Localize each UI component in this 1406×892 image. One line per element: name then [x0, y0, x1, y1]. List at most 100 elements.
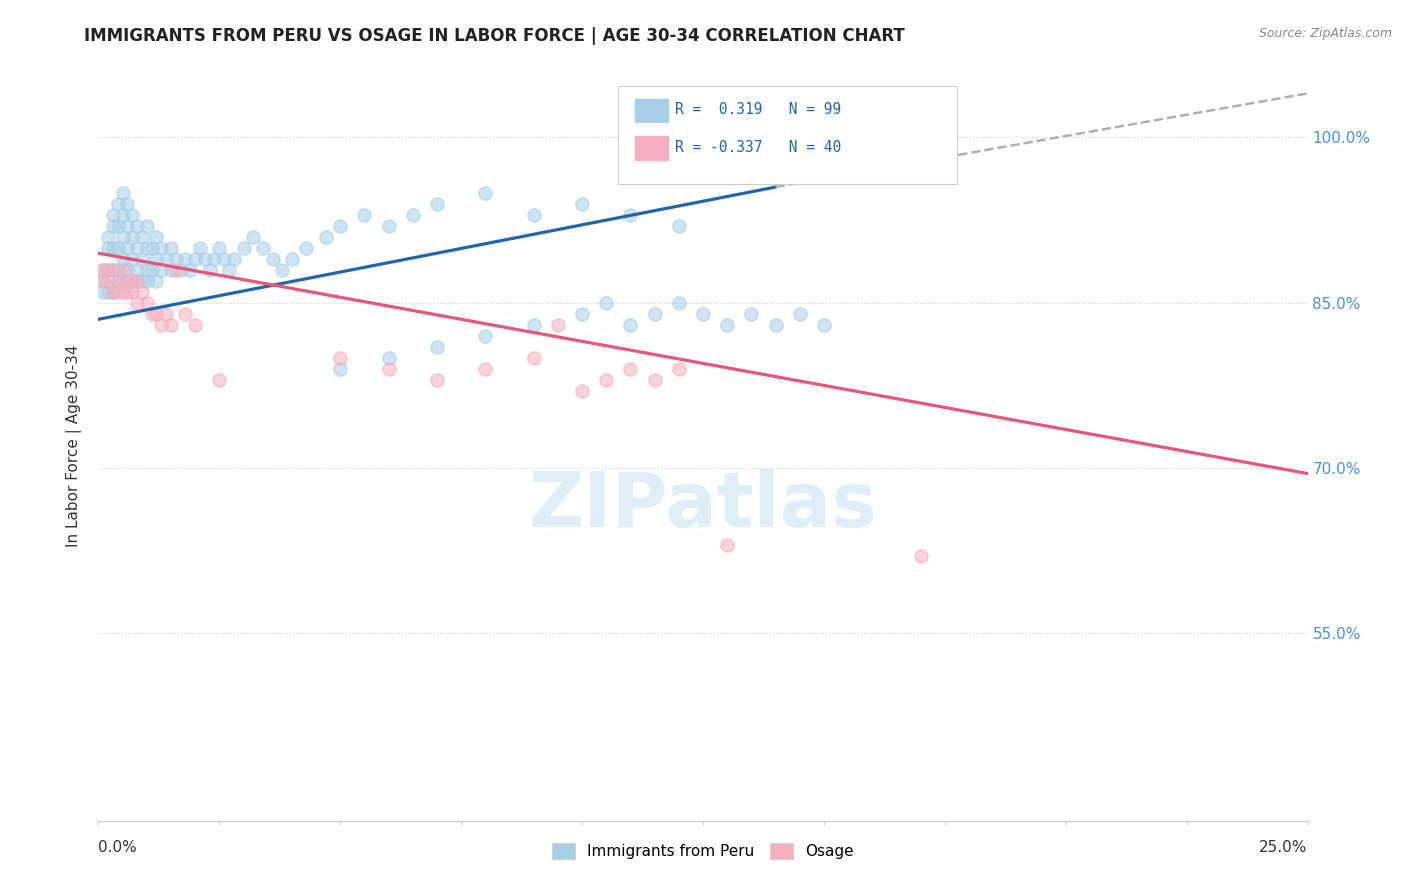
Point: [135, 262, 157, 277]
Text: 0.0%: 0.0%: [98, 840, 138, 855]
Point: [135, 241, 157, 255]
Point: [141, 307, 163, 321]
Point: [117, 274, 139, 288]
Point: [107, 262, 129, 277]
Point: [107, 241, 129, 255]
Point: [127, 241, 149, 255]
Point: [150, 241, 173, 255]
Point: [107, 196, 129, 211]
Point: [101, 219, 124, 233]
Point: [121, 285, 143, 299]
Point: [111, 274, 134, 288]
Point: [117, 219, 139, 233]
Point: [127, 274, 149, 288]
Point: [198, 262, 221, 277]
Point: [644, 307, 666, 321]
Point: [91, 274, 114, 288]
Point: [571, 196, 593, 211]
Point: [127, 219, 149, 233]
Point: [117, 274, 139, 288]
Text: IMMIGRANTS FROM PERU VS OSAGE IN LABOR FORCE | AGE 30-34 CORRELATION CHART: IMMIGRANTS FROM PERU VS OSAGE IN LABOR F…: [84, 27, 905, 45]
Point: [619, 362, 641, 376]
Point: [668, 219, 690, 233]
Point: [281, 252, 304, 266]
Point: [121, 208, 143, 222]
Point: [262, 252, 284, 266]
Point: [101, 285, 124, 299]
Point: [523, 318, 546, 332]
Point: [131, 252, 153, 266]
Point: [644, 373, 666, 387]
Text: Source: ZipAtlas.com: Source: ZipAtlas.com: [1258, 27, 1392, 40]
Point: [377, 219, 399, 233]
Point: [212, 252, 235, 266]
Point: [91, 262, 114, 277]
Point: [121, 252, 143, 266]
Point: [377, 351, 399, 365]
Point: [150, 262, 173, 277]
Point: [117, 262, 139, 277]
FancyBboxPatch shape: [619, 87, 957, 184]
Point: [160, 318, 183, 332]
Point: [121, 274, 143, 288]
Point: [155, 307, 177, 321]
Point: [131, 229, 153, 244]
Point: [204, 252, 226, 266]
Point: [97, 241, 120, 255]
Point: [523, 208, 546, 222]
Point: [101, 208, 124, 222]
Point: [595, 373, 617, 387]
Point: [169, 262, 191, 277]
Point: [160, 241, 183, 255]
Point: [111, 285, 134, 299]
Point: [716, 538, 738, 552]
Point: [692, 307, 714, 321]
Point: [101, 262, 124, 277]
Point: [91, 285, 114, 299]
Point: [377, 362, 399, 376]
Point: [910, 549, 932, 564]
Point: [218, 262, 240, 277]
Point: [668, 362, 690, 376]
Point: [426, 373, 449, 387]
Point: [208, 241, 231, 255]
Point: [165, 252, 187, 266]
Point: [111, 229, 134, 244]
Point: [117, 285, 139, 299]
Point: [111, 208, 134, 222]
Point: [91, 274, 114, 288]
Point: [184, 252, 207, 266]
Text: ZIPatlas: ZIPatlas: [529, 469, 877, 543]
Point: [329, 362, 352, 376]
Point: [813, 318, 835, 332]
Point: [111, 186, 134, 200]
Point: [107, 274, 129, 288]
Point: [127, 274, 149, 288]
Point: [135, 295, 157, 310]
Point: [315, 229, 337, 244]
FancyBboxPatch shape: [634, 97, 669, 123]
Point: [131, 285, 153, 299]
Point: [141, 241, 163, 255]
Point: [329, 219, 352, 233]
Point: [329, 351, 352, 365]
FancyBboxPatch shape: [634, 135, 669, 161]
Point: [165, 262, 187, 277]
Point: [141, 262, 163, 277]
Point: [145, 229, 167, 244]
Point: [789, 307, 811, 321]
Point: [121, 229, 143, 244]
Point: [135, 219, 157, 233]
Point: [97, 262, 120, 277]
Text: R = -0.337   N = 40: R = -0.337 N = 40: [675, 139, 841, 154]
Point: [402, 208, 425, 222]
Point: [619, 318, 641, 332]
Point: [188, 241, 211, 255]
Point: [127, 295, 149, 310]
Point: [765, 318, 787, 332]
Point: [619, 208, 641, 222]
Point: [127, 262, 149, 277]
Point: [101, 241, 124, 255]
Point: [222, 252, 245, 266]
Point: [145, 307, 167, 321]
